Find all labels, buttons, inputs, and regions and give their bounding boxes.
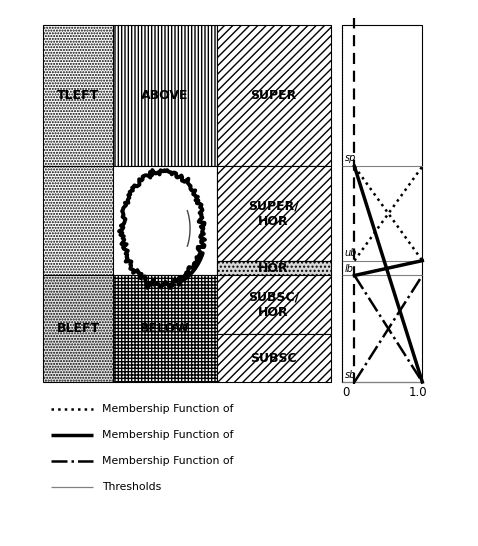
Bar [217,276,331,334]
Bar [217,334,331,382]
Text: TLEFT: TLEFT [57,90,99,103]
Text: BLEFT: BLEFT [56,322,99,335]
Text: 1.0: 1.0 [409,386,428,399]
Bar [43,167,113,276]
Text: sb: sb [345,370,356,379]
Bar [113,167,217,276]
Text: Membership Function of: Membership Function of [102,404,237,414]
Text: BELOW: BELOW [140,322,190,335]
Bar [342,25,423,382]
Text: SUBSC/
HOR: SUBSC/ HOR [248,290,299,319]
Text: ABOVE: ABOVE [141,90,188,103]
Text: Thresholds: Thresholds [102,482,161,491]
Bar [43,25,113,167]
Text: ub: ub [345,248,357,258]
Bar [113,25,217,167]
Text: 0: 0 [342,386,349,399]
Text: SUPER/
HOR: SUPER/ HOR [248,199,299,228]
Text: HOR: HOR [259,262,289,275]
Text: Membership Function of: Membership Function of [102,456,237,466]
Text: Membership Function of: Membership Function of [102,430,237,440]
Text: sp: sp [345,153,356,163]
Bar [113,276,217,382]
Text: SUBSC: SUBSC [250,352,297,365]
Text: SUPER: SUPER [250,90,297,103]
Text: lb: lb [345,264,354,274]
Bar [217,260,331,276]
Bar [217,25,331,167]
Bar [43,276,113,382]
Bar [217,167,331,260]
